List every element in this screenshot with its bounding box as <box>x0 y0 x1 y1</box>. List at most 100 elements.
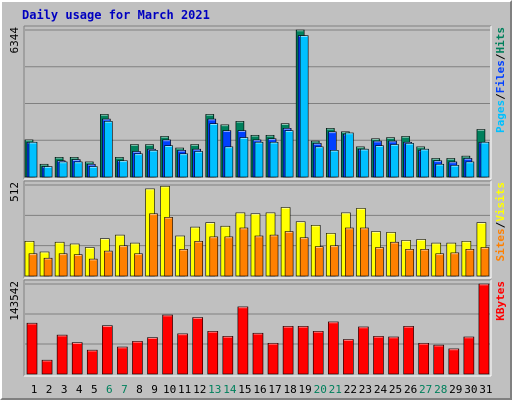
legend-entry: / <box>494 53 507 60</box>
pages-bar-fill <box>390 144 399 178</box>
pages-bar-fill <box>28 141 38 178</box>
sites-bar-fill <box>420 249 429 277</box>
kbytes-bar <box>162 314 173 375</box>
sites-bar-fill <box>73 254 83 277</box>
sites-bar-fill <box>390 241 399 277</box>
sites-bar <box>375 247 384 277</box>
x-tick-label: 31 <box>479 383 492 396</box>
x-tick-label: 9 <box>151 383 158 396</box>
sites-bar <box>420 249 429 277</box>
pages-bar <box>119 160 128 178</box>
pages-bar <box>314 146 324 178</box>
x-tick-label: 28 <box>434 383 447 396</box>
pages-bar <box>224 146 234 178</box>
kbytes-bar <box>86 349 98 375</box>
sites-bar <box>405 249 414 277</box>
x-tick-label: 21 <box>329 383 342 396</box>
kbytes-bar-fill <box>403 326 414 375</box>
kbytes-bar <box>297 326 309 375</box>
pages-bar <box>254 141 264 178</box>
sites-bar-fill <box>360 227 369 277</box>
legend-entry: KBytes <box>494 281 507 321</box>
kbytes-bar-fill <box>132 341 143 375</box>
kbytes-bar <box>102 325 113 375</box>
top-axis-max-label: 6344 <box>8 27 21 54</box>
pages-bar <box>88 166 98 178</box>
kbytes-bar <box>403 326 414 375</box>
legend-entry: Hits <box>494 27 507 54</box>
x-tick-label: 12 <box>193 383 206 396</box>
pages-bar <box>194 151 204 178</box>
pages-bar-fill <box>119 160 128 178</box>
pages-bar-fill <box>480 141 490 178</box>
x-tick-label: 17 <box>268 383 281 396</box>
sites-bar-fill <box>269 234 279 277</box>
legend-entry: Sites <box>494 228 507 261</box>
sites-bar-fill <box>209 236 219 277</box>
pages-bar-fill <box>314 146 324 178</box>
kbytes-bar <box>282 326 294 375</box>
x-tick-label: 18 <box>283 383 296 396</box>
x-tick-label: 4 <box>76 383 83 396</box>
kbytes-bar <box>418 342 429 375</box>
x-tick-label: 23 <box>359 383 372 396</box>
sites-bar <box>390 241 399 277</box>
pages-bar <box>209 123 219 178</box>
kbytes-bar-fill <box>207 331 219 375</box>
pages-bar <box>480 141 490 178</box>
kbytes-bar-fill <box>102 325 113 375</box>
sites-bar-fill <box>119 245 128 277</box>
kbytes-bar-fill <box>177 333 188 375</box>
sites-bar-fill <box>58 253 68 277</box>
kbytes-bar <box>433 344 445 375</box>
kbytes-bar-fill <box>86 349 98 375</box>
pages-bar <box>28 141 38 178</box>
pages-bar-fill <box>435 163 445 178</box>
pages-bar <box>164 145 173 178</box>
x-tick-label: 26 <box>404 383 417 396</box>
kbytes-bar-fill <box>237 306 249 375</box>
pages-bar-fill <box>43 166 53 178</box>
sites-bar-fill <box>194 241 204 277</box>
pages-bar-fill <box>299 35 309 178</box>
kbytes-bar-fill <box>327 321 339 375</box>
sites-bar <box>179 249 188 277</box>
pages-bar-fill <box>239 137 249 178</box>
sites-bar-fill <box>134 253 143 277</box>
x-tick-label: 8 <box>136 383 143 396</box>
kbytes-bar-fill <box>71 342 83 375</box>
sites-bar-fill <box>254 235 264 277</box>
pages-bar <box>58 161 68 178</box>
sites-bar <box>299 237 309 277</box>
kbytes-bar-fill <box>117 346 128 375</box>
sites-bar <box>435 253 445 277</box>
sites-bar-fill <box>284 231 294 277</box>
pages-bar-fill <box>58 161 68 178</box>
sites-bar <box>224 236 234 277</box>
sites-bar <box>480 247 490 277</box>
sites-bar-fill <box>405 249 414 277</box>
sites-bar <box>360 227 369 277</box>
sites-bar-fill <box>329 245 339 277</box>
kbytes-bar-fill <box>312 331 324 375</box>
middle-legend: Sites/Visits <box>494 182 507 262</box>
pages-bar-fill <box>209 123 219 178</box>
pages-bar <box>390 144 399 178</box>
kbytes-bar <box>41 359 53 375</box>
sites-bar <box>194 241 204 277</box>
pages-bar-fill <box>360 148 369 178</box>
kbytes-bar <box>71 342 83 375</box>
sites-bar-fill <box>239 227 249 277</box>
sites-bar-fill <box>375 247 384 277</box>
sites-bar <box>239 227 249 277</box>
sites-bar <box>314 246 324 277</box>
legend-entry: Visits <box>494 182 507 222</box>
sites-bar <box>119 245 128 277</box>
x-tick-label: 29 <box>449 383 462 396</box>
pages-bar <box>329 150 339 178</box>
pages-bar-fill <box>254 141 264 178</box>
legend-entry: / <box>494 221 507 228</box>
kbytes-bar <box>327 321 339 375</box>
kbytes-bar <box>26 322 38 375</box>
sites-bar <box>104 250 113 277</box>
